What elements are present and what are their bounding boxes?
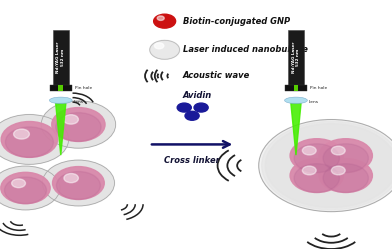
Circle shape bbox=[331, 166, 345, 175]
Text: Nd:YAG Laser
532 nm: Nd:YAG Laser 532 nm bbox=[292, 42, 300, 73]
Circle shape bbox=[1, 172, 50, 204]
Bar bbox=[53, 30, 69, 85]
Circle shape bbox=[290, 139, 343, 173]
Bar bbox=[285, 85, 307, 91]
Circle shape bbox=[64, 115, 78, 124]
Circle shape bbox=[323, 164, 368, 192]
Circle shape bbox=[0, 115, 69, 164]
Circle shape bbox=[14, 129, 29, 139]
Text: Pin hole: Pin hole bbox=[74, 86, 92, 90]
Circle shape bbox=[154, 14, 176, 28]
Text: Nd:YAG Laser
532 nm: Nd:YAG Laser 532 nm bbox=[56, 42, 65, 73]
Circle shape bbox=[0, 168, 58, 208]
Circle shape bbox=[259, 120, 392, 212]
Ellipse shape bbox=[285, 97, 307, 104]
Circle shape bbox=[45, 162, 112, 204]
Circle shape bbox=[41, 101, 116, 148]
Circle shape bbox=[52, 108, 105, 141]
Polygon shape bbox=[56, 103, 66, 155]
Circle shape bbox=[150, 40, 180, 59]
Circle shape bbox=[42, 160, 114, 206]
Circle shape bbox=[177, 103, 191, 112]
Bar bbox=[50, 85, 71, 91]
Circle shape bbox=[64, 174, 78, 183]
Ellipse shape bbox=[49, 97, 72, 104]
Circle shape bbox=[0, 166, 60, 210]
Text: Biotin-conjugated GNP: Biotin-conjugated GNP bbox=[183, 17, 290, 26]
Text: Cross linker: Cross linker bbox=[164, 156, 220, 165]
Text: Lens: Lens bbox=[309, 100, 319, 104]
Circle shape bbox=[56, 113, 101, 141]
Circle shape bbox=[290, 159, 343, 192]
Circle shape bbox=[53, 167, 104, 199]
Circle shape bbox=[302, 166, 316, 175]
Circle shape bbox=[157, 16, 164, 20]
Circle shape bbox=[331, 146, 345, 155]
Circle shape bbox=[265, 124, 392, 207]
Circle shape bbox=[319, 159, 372, 192]
Circle shape bbox=[42, 102, 114, 147]
Text: Pin hole: Pin hole bbox=[310, 86, 327, 90]
Circle shape bbox=[323, 144, 368, 173]
Circle shape bbox=[44, 161, 113, 205]
Text: Acoustic wave: Acoustic wave bbox=[183, 71, 250, 80]
Text: Lens: Lens bbox=[73, 100, 83, 104]
Circle shape bbox=[0, 167, 59, 209]
Circle shape bbox=[44, 103, 113, 146]
Circle shape bbox=[5, 127, 53, 157]
Polygon shape bbox=[291, 103, 301, 155]
Circle shape bbox=[194, 103, 208, 112]
Bar bbox=[288, 30, 304, 85]
Circle shape bbox=[319, 139, 372, 173]
Circle shape bbox=[1, 122, 58, 157]
Circle shape bbox=[56, 172, 100, 199]
Circle shape bbox=[0, 115, 67, 164]
Text: Laser induced nanobubble: Laser induced nanobubble bbox=[183, 45, 308, 54]
Bar bbox=[294, 85, 298, 91]
Circle shape bbox=[261, 121, 392, 210]
Bar bbox=[58, 85, 63, 91]
Circle shape bbox=[185, 111, 199, 120]
Circle shape bbox=[12, 179, 25, 188]
Circle shape bbox=[294, 144, 339, 173]
Circle shape bbox=[0, 116, 66, 163]
Text: Avidin: Avidin bbox=[182, 91, 212, 100]
Circle shape bbox=[154, 43, 164, 49]
Circle shape bbox=[4, 177, 47, 204]
Circle shape bbox=[294, 164, 339, 192]
Circle shape bbox=[302, 146, 316, 155]
